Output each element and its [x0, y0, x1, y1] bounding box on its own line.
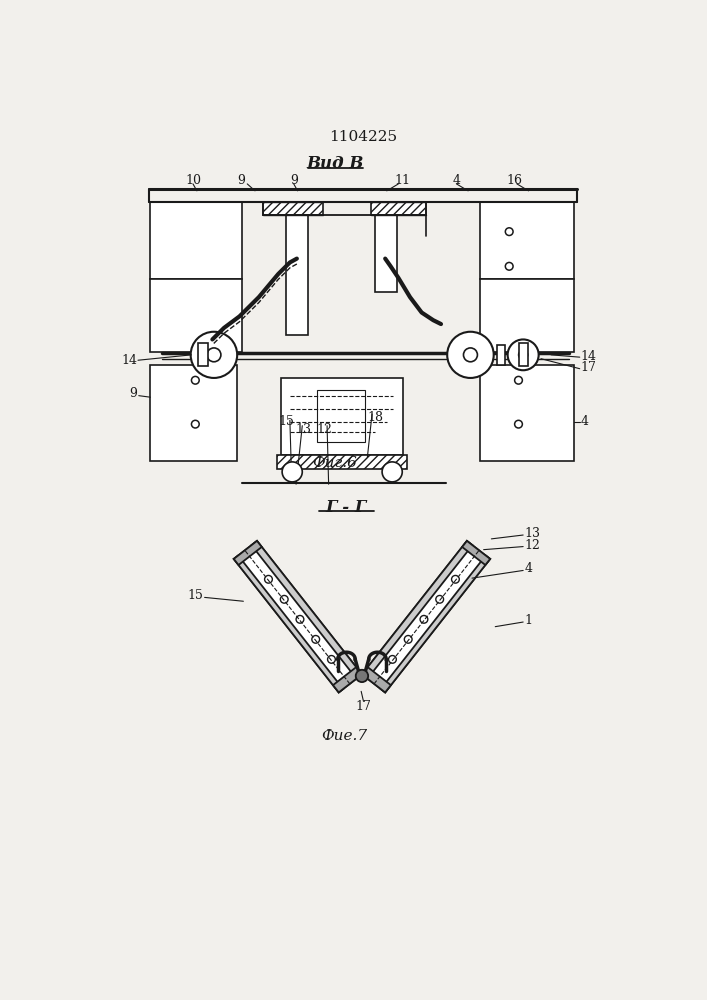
Text: 16: 16	[507, 174, 522, 187]
Text: 18: 18	[367, 411, 383, 424]
Circle shape	[464, 348, 477, 362]
Bar	[151, 202, 242, 279]
Circle shape	[448, 332, 493, 378]
Bar	[151, 365, 237, 461]
Bar	[281, 378, 403, 455]
Bar	[480, 365, 574, 461]
Text: 12: 12	[317, 423, 333, 436]
Text: 4: 4	[580, 415, 588, 428]
Text: 1104225: 1104225	[329, 130, 397, 144]
Bar	[286, 215, 308, 335]
Text: 17: 17	[580, 361, 597, 374]
Text: 9: 9	[129, 387, 137, 400]
Text: 4: 4	[525, 562, 532, 575]
Text: Фие.7: Фие.7	[321, 729, 367, 743]
Text: 9: 9	[290, 174, 298, 187]
Polygon shape	[381, 556, 490, 692]
Circle shape	[282, 462, 303, 482]
Text: 13: 13	[296, 423, 312, 436]
Bar	[497, 345, 505, 365]
Bar	[371, 202, 426, 215]
Text: 14: 14	[121, 354, 137, 367]
Bar	[518, 343, 528, 366]
Text: 1: 1	[525, 614, 532, 627]
Text: 11: 11	[395, 174, 410, 187]
Bar	[317, 389, 365, 442]
Polygon shape	[362, 667, 391, 692]
Text: 15: 15	[187, 589, 203, 602]
Polygon shape	[333, 667, 362, 692]
Text: 14: 14	[580, 350, 597, 363]
Text: 17: 17	[356, 700, 371, 713]
Text: 10: 10	[185, 174, 201, 187]
Polygon shape	[234, 556, 343, 692]
Text: 13: 13	[525, 527, 541, 540]
Text: 15: 15	[278, 415, 294, 428]
Circle shape	[508, 339, 539, 370]
Bar	[480, 202, 574, 279]
Text: 4: 4	[452, 174, 460, 187]
Polygon shape	[462, 541, 490, 565]
Bar	[199, 343, 208, 366]
Text: Вид В: Вид В	[306, 155, 363, 172]
Bar	[151, 279, 242, 352]
Text: 9: 9	[237, 174, 245, 187]
Bar	[480, 279, 574, 352]
Text: Г - Г: Г - Г	[326, 499, 367, 516]
Polygon shape	[252, 541, 362, 679]
Polygon shape	[362, 541, 490, 692]
Circle shape	[191, 332, 237, 378]
Polygon shape	[362, 541, 472, 679]
Circle shape	[518, 350, 528, 359]
Bar	[276, 455, 407, 469]
Circle shape	[207, 348, 221, 362]
Text: 12: 12	[525, 539, 541, 552]
Circle shape	[382, 462, 402, 482]
Circle shape	[356, 670, 368, 682]
Text: Фиг.6: Фиг.6	[312, 456, 357, 470]
Bar	[263, 202, 323, 215]
Bar	[375, 215, 397, 292]
Polygon shape	[234, 541, 362, 692]
Polygon shape	[234, 541, 262, 565]
